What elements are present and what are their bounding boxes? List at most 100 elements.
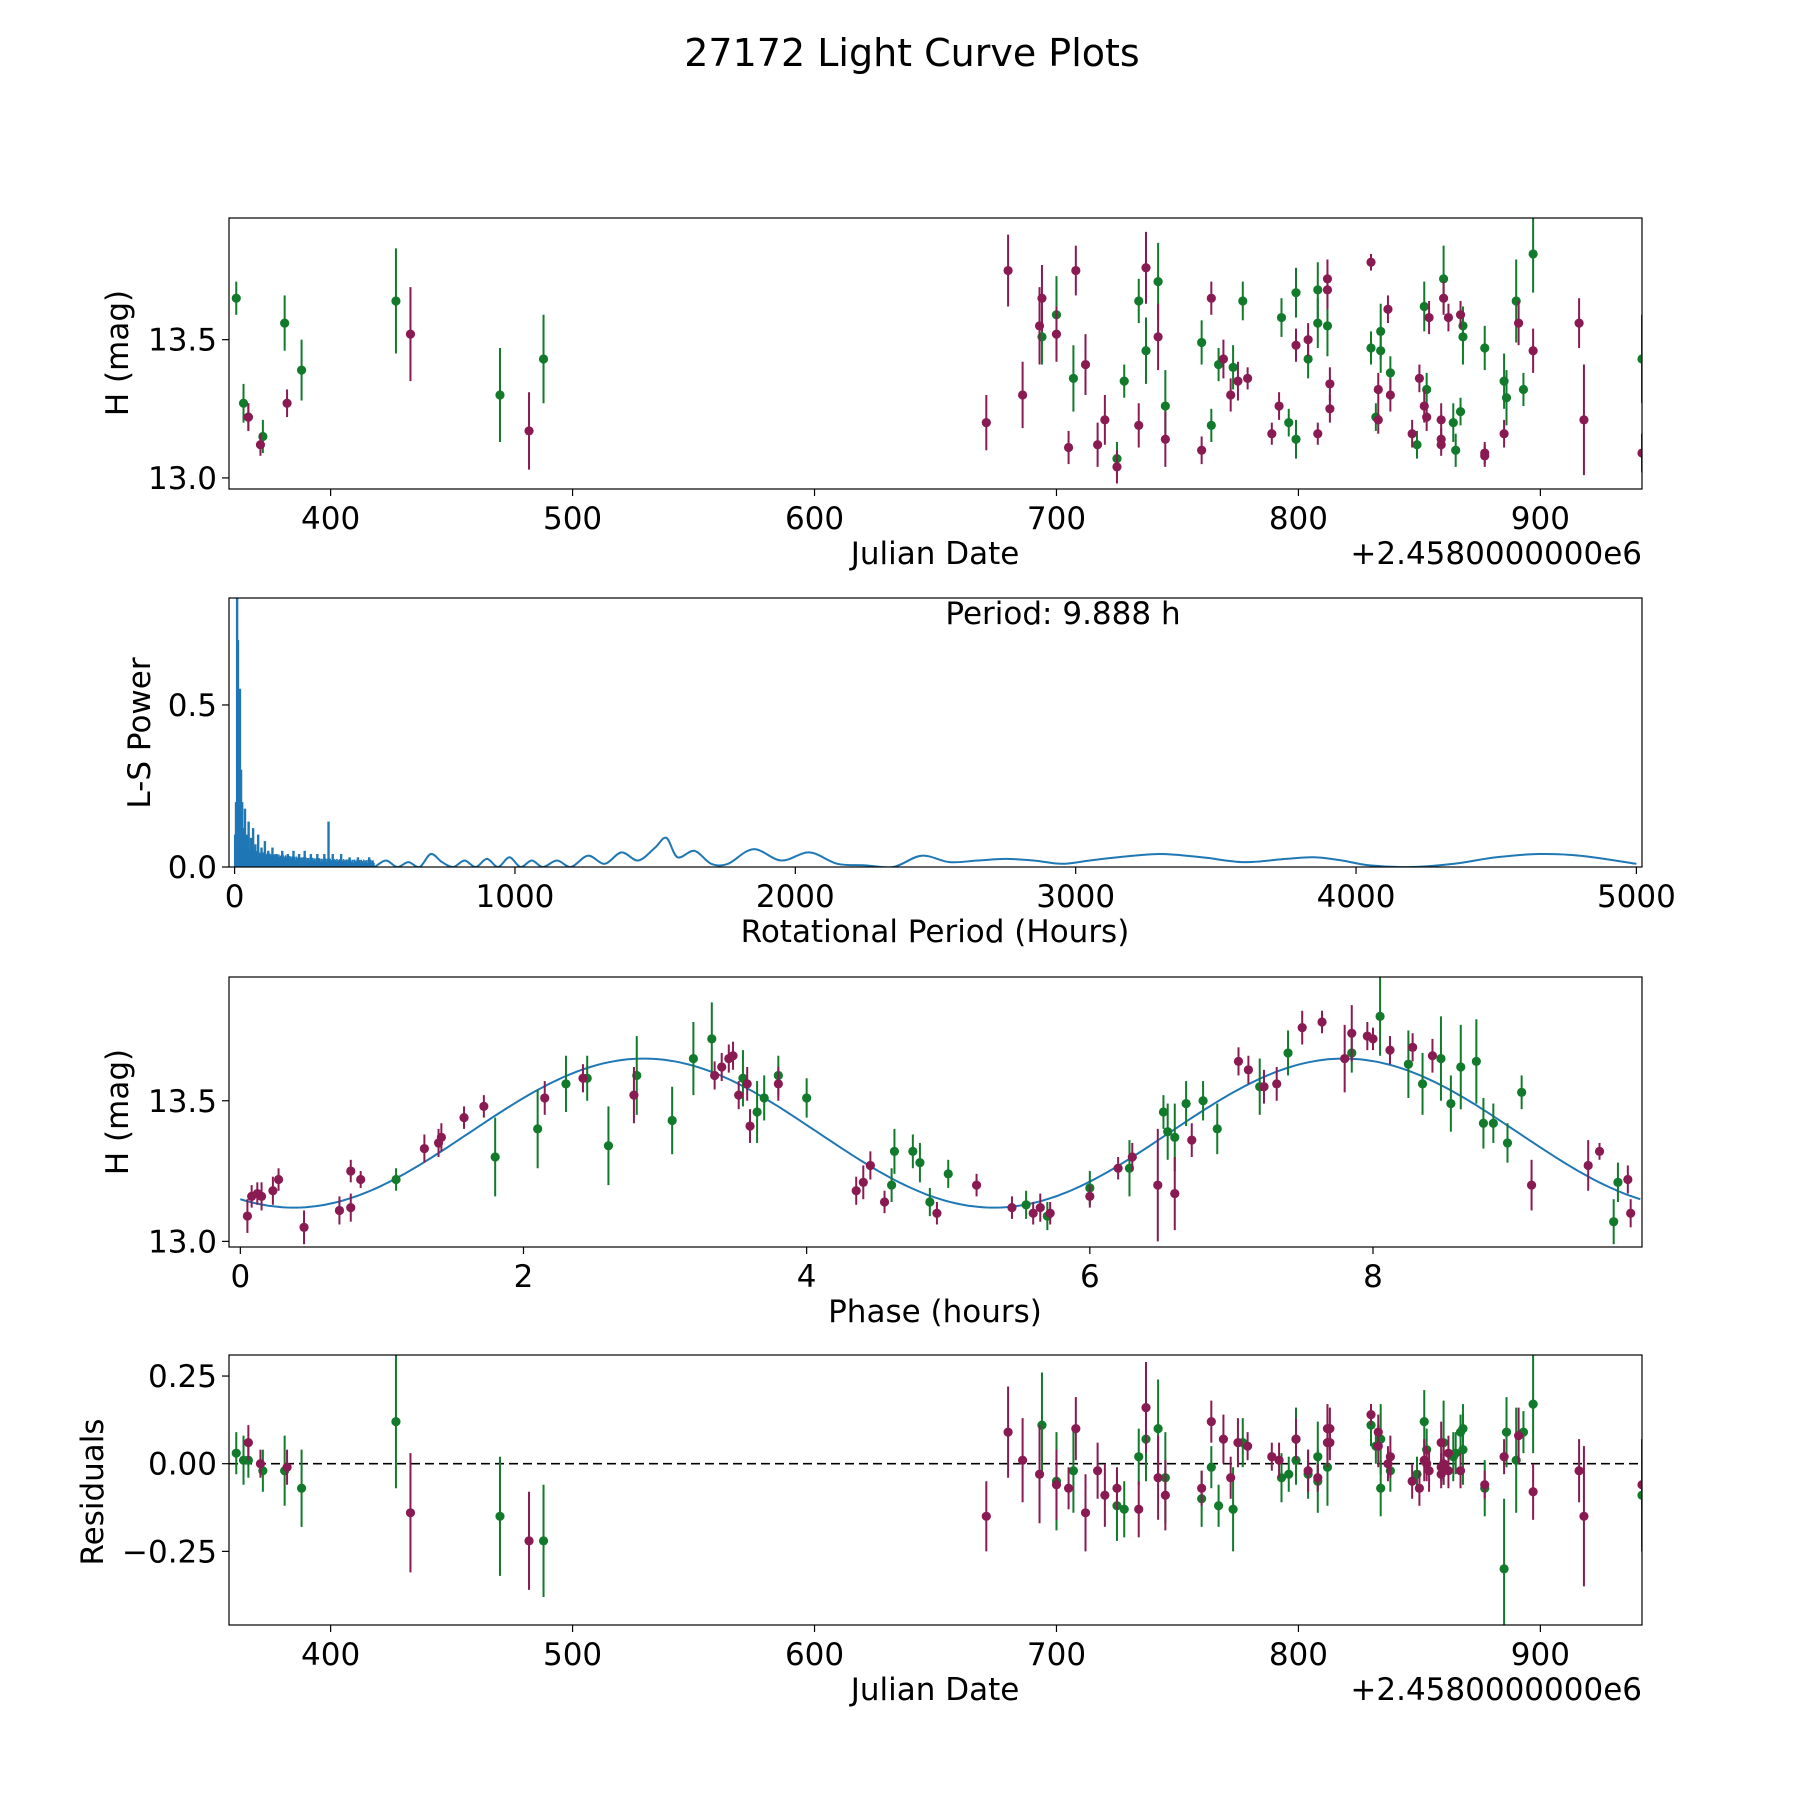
periodogram-xtick-label: 2000 <box>756 879 835 915</box>
lightcurve-panel: 400 500 600 700 800 900 13.0 13.5 Julian Date H… <box>100 217 1643 572</box>
green-data-point <box>231 1448 241 1458</box>
magenta-data-point <box>734 1090 744 1100</box>
magenta-data-point <box>1637 448 1642 458</box>
magenta-data-point <box>1035 1203 1045 1213</box>
magenta-data-point <box>243 1438 253 1448</box>
green-data-point <box>1376 346 1386 356</box>
magenta-data-point <box>1127 1152 1137 1162</box>
magenta-data-point <box>1407 429 1417 439</box>
magenta-data-point <box>1226 390 1236 400</box>
green-data-point <box>1637 354 1642 364</box>
green-data-point <box>1613 1177 1623 1187</box>
magenta-data-point <box>1623 1174 1633 1185</box>
magenta-data-point <box>1574 1466 1584 1476</box>
magenta-data-point <box>1226 1473 1236 1483</box>
green-data-point <box>490 1152 500 1162</box>
green-data-point <box>1417 1079 1428 1089</box>
green-data-point <box>802 1093 812 1103</box>
magenta-data-point <box>1034 1469 1045 1479</box>
magenta-data-point <box>1160 1490 1170 1500</box>
green-data-point <box>1291 434 1301 444</box>
magenta-data-point <box>1422 412 1432 422</box>
lightcurve-xtick-label: 400 <box>301 501 360 537</box>
magenta-data-point <box>728 1051 738 1061</box>
green-data-point <box>1480 343 1490 353</box>
residuals-ticks: 400 500 600 700 800 900 0.25 0.00 −0.25 <box>122 1359 1570 1673</box>
magenta-data-point <box>1037 293 1047 303</box>
magenta-data-point <box>1579 415 1589 425</box>
magenta-data-point <box>255 1459 266 1469</box>
magenta-data-point <box>1080 359 1091 370</box>
magenta-data-point <box>1007 1203 1017 1213</box>
green-data-point <box>538 1536 549 1546</box>
green-data-point <box>1451 445 1461 455</box>
magenta-data-point <box>1218 1434 1229 1444</box>
green-data-point <box>1458 1445 1468 1455</box>
green-data-point <box>667 1115 677 1126</box>
green-data-point <box>391 1174 401 1185</box>
green-data-point <box>1068 373 1079 383</box>
phased-xtick-label: 2 <box>514 1259 534 1295</box>
green-data-point <box>1134 296 1144 306</box>
magenta-data-point <box>932 1208 942 1218</box>
green-data-point <box>1197 337 1207 348</box>
magenta-data-point <box>242 1211 253 1221</box>
magenta-data-point <box>1313 1473 1323 1483</box>
magenta-data-point <box>1455 310 1466 320</box>
magenta-data-point <box>1438 1459 1449 1469</box>
magenta-data-point <box>1197 445 1207 455</box>
green-data-point <box>1518 384 1529 395</box>
magenta-data-point <box>405 1508 416 1518</box>
lightcurve-clipped-marks <box>231 218 1642 484</box>
magenta-data-point <box>742 1079 752 1089</box>
green-data-point <box>1153 277 1163 287</box>
magenta-data-point <box>459 1113 469 1123</box>
lightcurve-x-offset: +2.4580000000e6 <box>1350 536 1642 572</box>
magenta-data-point <box>540 1093 550 1103</box>
green-data-point <box>1291 288 1301 298</box>
magenta-data-point <box>1436 415 1446 425</box>
residuals-ytick-label: 0.00 <box>148 1447 217 1483</box>
green-data-point <box>1528 249 1538 259</box>
green-data-point <box>1456 1062 1466 1072</box>
green-data-point <box>707 1034 717 1044</box>
magenta-data-point <box>1113 1163 1123 1173</box>
green-data-point <box>1471 1056 1481 1066</box>
magenta-data-point <box>282 1462 292 1472</box>
magenta-data-point <box>1385 1045 1395 1055</box>
magenta-data-point <box>1071 265 1081 276</box>
magenta-data-point <box>1368 1034 1378 1044</box>
magenta-data-point <box>1366 257 1376 267</box>
green-data-point <box>1160 401 1170 411</box>
magenta-data-point <box>1153 1473 1163 1483</box>
magenta-data-point <box>1093 440 1103 450</box>
periodogram-marks <box>233 598 1637 867</box>
magenta-data-point <box>346 1203 356 1213</box>
green-data-point <box>1212 1124 1222 1134</box>
magenta-data-point <box>1243 1441 1253 1451</box>
green-data-point <box>1478 1118 1489 1128</box>
periodogram-ytick-label: 0.5 <box>168 688 217 724</box>
magenta-data-point <box>1297 1023 1307 1033</box>
periodogram-ticks: 0 1000 2000 3000 4000 5000 0.0 0.5 <box>168 688 1676 915</box>
magenta-data-point <box>1438 293 1449 303</box>
magenta-data-point <box>1134 420 1144 430</box>
magenta-data-point <box>1385 390 1395 400</box>
green-data-point <box>1419 1417 1429 1427</box>
green-data-point <box>1284 418 1294 428</box>
green-data-point <box>561 1079 571 1089</box>
green-data-point <box>1385 368 1395 378</box>
magenta-data-point <box>858 1177 868 1187</box>
magenta-data-point <box>1407 1476 1417 1486</box>
magenta-data-point <box>1274 1455 1284 1465</box>
magenta-data-point <box>1153 1180 1163 1190</box>
magenta-data-point <box>334 1205 345 1216</box>
magenta-data-point <box>1366 1410 1376 1420</box>
residuals-x-offset: +2.4580000000e6 <box>1350 1672 1642 1708</box>
magenta-data-point <box>479 1101 489 1111</box>
periodogram-clipped-marks <box>233 598 1637 867</box>
periodogram-ylabel: L-S Power <box>122 657 158 808</box>
green-data-point <box>1228 1504 1238 1514</box>
magenta-data-point <box>1528 1487 1538 1497</box>
figure-title: 27172 Light Curve Plots <box>684 31 1139 75</box>
